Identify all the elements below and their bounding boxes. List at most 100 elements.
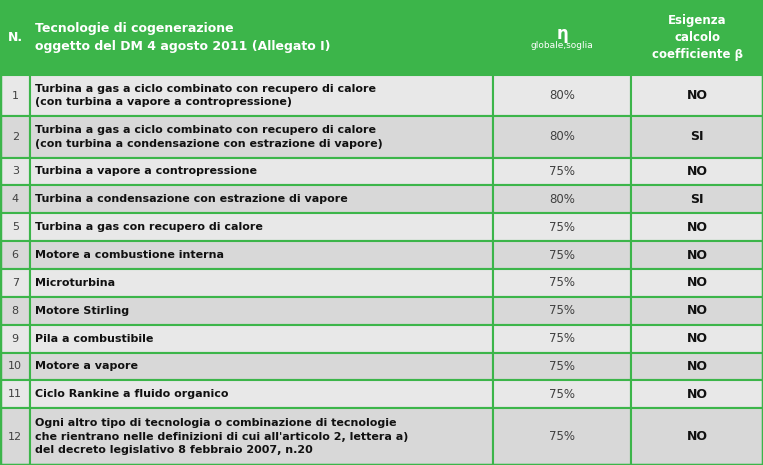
Bar	[31, 0, 494, 75]
Bar	[0, 75, 31, 116]
Bar	[494, 325, 631, 352]
Bar	[494, 380, 631, 408]
Bar	[494, 0, 631, 75]
Bar	[631, 352, 763, 380]
Text: NO: NO	[687, 89, 707, 102]
Text: 75%: 75%	[549, 430, 575, 443]
Bar	[31, 75, 494, 116]
Bar	[0, 0, 31, 75]
Text: η: η	[556, 25, 568, 42]
Text: 12: 12	[8, 432, 22, 442]
Bar	[631, 116, 763, 158]
Text: 75%: 75%	[549, 304, 575, 317]
Bar	[0, 269, 31, 297]
Bar	[31, 269, 494, 297]
Bar	[0, 352, 31, 380]
Bar	[494, 297, 631, 325]
Bar	[631, 213, 763, 241]
Bar	[31, 352, 494, 380]
Bar	[31, 213, 494, 241]
Bar	[0, 325, 31, 352]
Bar	[631, 186, 763, 213]
Text: 8: 8	[11, 306, 19, 316]
Bar	[631, 408, 763, 465]
Bar	[494, 269, 631, 297]
Bar	[0, 186, 31, 213]
Bar	[31, 241, 494, 269]
Text: Turbina a gas a ciclo combinato con recupero di calore
(con turbina a condensazi: Turbina a gas a ciclo combinato con recu…	[35, 125, 383, 148]
Bar	[0, 213, 31, 241]
Text: NO: NO	[687, 221, 707, 234]
Bar	[631, 158, 763, 186]
Text: 75%: 75%	[549, 360, 575, 373]
Text: 75%: 75%	[549, 388, 575, 401]
Bar	[31, 408, 494, 465]
Text: 80%: 80%	[549, 130, 575, 143]
Text: 6: 6	[11, 250, 19, 260]
Bar	[631, 75, 763, 116]
Text: SI: SI	[691, 193, 704, 206]
Text: NO: NO	[687, 304, 707, 317]
Text: Motore Stirling: Motore Stirling	[35, 306, 130, 316]
Bar	[31, 380, 494, 408]
Bar	[494, 241, 631, 269]
Bar	[494, 186, 631, 213]
Text: 10: 10	[8, 361, 22, 372]
Bar	[631, 0, 763, 75]
Text: 5: 5	[11, 222, 19, 232]
Text: 7: 7	[11, 278, 19, 288]
Text: 75%: 75%	[549, 221, 575, 234]
Text: 75%: 75%	[549, 276, 575, 289]
Text: N.: N.	[8, 31, 23, 44]
Bar	[31, 186, 494, 213]
Text: 2: 2	[11, 132, 19, 142]
Bar	[0, 241, 31, 269]
Text: Ogni altro tipo di tecnologia o combinazione di tecnologie
che rientrano nelle d: Ogni altro tipo di tecnologia o combinaz…	[35, 418, 409, 455]
Text: 11: 11	[8, 389, 22, 399]
Text: 80%: 80%	[549, 89, 575, 102]
Bar	[494, 408, 631, 465]
Text: Pila a combustibile: Pila a combustibile	[35, 333, 154, 344]
Text: 9: 9	[11, 333, 19, 344]
Text: SI: SI	[691, 130, 704, 143]
Text: 75%: 75%	[549, 165, 575, 178]
Bar	[0, 408, 31, 465]
Text: 3: 3	[11, 166, 19, 177]
Text: Motore a vapore: Motore a vapore	[35, 361, 138, 372]
Text: 4: 4	[11, 194, 19, 204]
Text: Esigenza
calcolo
coefficiente β: Esigenza calcolo coefficiente β	[652, 14, 742, 61]
Text: NO: NO	[687, 248, 707, 261]
Bar	[631, 325, 763, 352]
Bar	[494, 116, 631, 158]
Text: 1: 1	[11, 91, 19, 100]
Text: 80%: 80%	[549, 193, 575, 206]
Bar	[494, 75, 631, 116]
Bar	[494, 352, 631, 380]
Bar	[0, 116, 31, 158]
Text: Turbina a condensazione con estrazione di vapore: Turbina a condensazione con estrazione d…	[35, 194, 348, 204]
Text: 75%: 75%	[549, 248, 575, 261]
Text: NO: NO	[687, 165, 707, 178]
Bar	[31, 297, 494, 325]
Text: Turbina a gas con recupero di calore: Turbina a gas con recupero di calore	[35, 222, 263, 232]
Bar	[31, 325, 494, 352]
Text: Turbina a gas a ciclo combinato con recupero di calore
(con turbina a vapore a c: Turbina a gas a ciclo combinato con recu…	[35, 84, 376, 107]
Bar	[631, 380, 763, 408]
Bar	[0, 158, 31, 186]
Text: NO: NO	[687, 388, 707, 401]
Text: globale,soglia: globale,soglia	[531, 41, 594, 50]
Text: Microturbina: Microturbina	[35, 278, 115, 288]
Bar	[31, 116, 494, 158]
Text: NO: NO	[687, 332, 707, 345]
Bar	[494, 158, 631, 186]
Bar	[0, 297, 31, 325]
Bar	[494, 213, 631, 241]
Bar	[631, 241, 763, 269]
Text: NO: NO	[687, 430, 707, 443]
Text: NO: NO	[687, 276, 707, 289]
Text: Motore a combustione interna: Motore a combustione interna	[35, 250, 224, 260]
Text: NO: NO	[687, 360, 707, 373]
Bar	[31, 158, 494, 186]
Text: Turbina a vapore a contropressione: Turbina a vapore a contropressione	[35, 166, 257, 177]
Bar	[0, 380, 31, 408]
